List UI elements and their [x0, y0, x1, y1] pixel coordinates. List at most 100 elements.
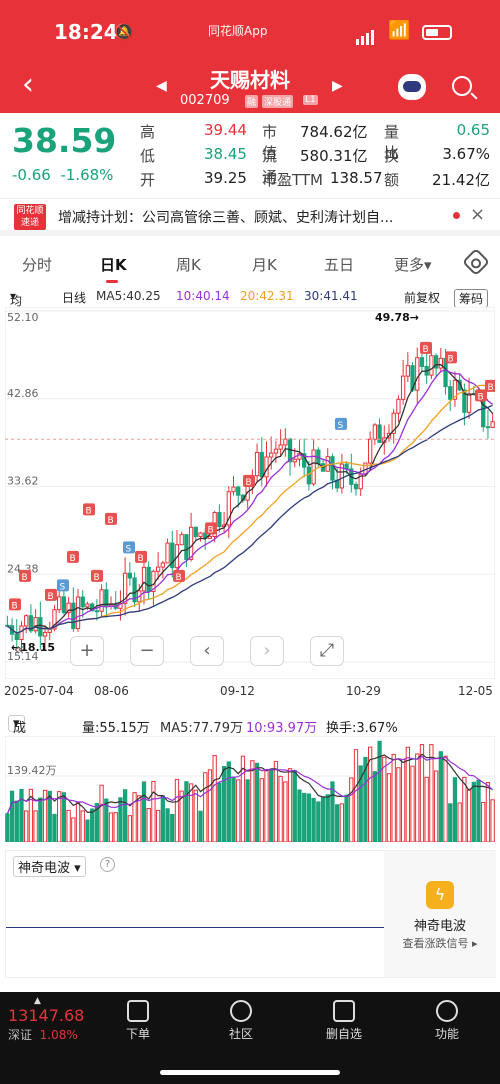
- candle-body: [71, 602, 76, 630]
- wave-promo[interactable]: ϟ 神奇电波 查看涨跌信号 ▸: [384, 851, 496, 977]
- signal-label: S: [60, 582, 66, 592]
- volume-bar: [57, 791, 62, 842]
- assistant-robot-icon[interactable]: [398, 74, 426, 100]
- volume-bar: [466, 789, 472, 842]
- volume-bar: [99, 784, 104, 842]
- volume-bar: [306, 793, 312, 842]
- nav-order[interactable]: 下单: [108, 1000, 168, 1042]
- zoom-in-button[interactable]: +: [70, 636, 104, 666]
- candle-body: [207, 536, 213, 539]
- ma5-value: MA5:40.25: [96, 289, 161, 303]
- zoom-out-button[interactable]: −: [130, 636, 164, 666]
- volume-bar: [160, 795, 165, 842]
- adjust-mode[interactable]: 前复权: [404, 291, 441, 305]
- candle-body: [94, 610, 100, 613]
- volume-bar: [476, 779, 481, 842]
- volume-bar: [264, 770, 269, 842]
- turnover-rate: 换手:3.67%: [326, 721, 398, 736]
- signal-badge: [243, 474, 255, 487]
- signal-label: B: [488, 383, 494, 393]
- next-stock-arrow-icon[interactable]: ▶: [332, 78, 343, 94]
- tab-intraday[interactable]: 分时: [22, 256, 53, 274]
- volume-bar: [335, 804, 340, 842]
- volume-bar: [382, 756, 387, 842]
- volume-bar: [250, 760, 255, 842]
- wifi-icon: 📶: [388, 20, 411, 41]
- volume-bar: [137, 795, 142, 842]
- signal-label: B: [94, 573, 100, 583]
- volume-bar: [287, 768, 293, 842]
- volume-bar: [269, 770, 274, 842]
- candle-body: [400, 375, 406, 400]
- volume-bar: [231, 776, 236, 842]
- volume-tick: 139.42万: [7, 764, 57, 777]
- expand-arrow-icon[interactable]: ▲: [34, 996, 41, 1006]
- volume-bar: [132, 792, 137, 842]
- volume-indicator-select[interactable]: 成交量 ▾: [8, 715, 26, 774]
- wave-indicator-select[interactable]: 神奇电波 ▾: [13, 856, 86, 877]
- tab-more[interactable]: 更多▾: [394, 256, 432, 274]
- candle-body: [28, 615, 34, 632]
- signal-label: B: [448, 354, 454, 364]
- volume-bar: [410, 765, 415, 842]
- news-text[interactable]: 增减持计划：公司高管徐三善、顾斌、史利涛计划自...: [58, 210, 394, 226]
- tab-five-day[interactable]: 五日: [324, 256, 355, 274]
- volume-bar: [141, 781, 147, 842]
- candle-body: [75, 596, 81, 630]
- news-banner[interactable]: 同花顺 速递 增减持计划：公司高管徐三善、顾斌、史利涛计划自... ×: [0, 198, 500, 236]
- settings-icon[interactable]: [461, 247, 491, 277]
- nav-functions[interactable]: 功能: [417, 1000, 477, 1042]
- fullscreen-button[interactable]: ⤢: [310, 636, 344, 666]
- volume-bar: [419, 744, 425, 842]
- close-icon[interactable]: ×: [470, 204, 486, 225]
- scroll-left-icon[interactable]: «: [13, 639, 25, 660]
- candle-body: [141, 566, 147, 592]
- volume-bar: [424, 776, 429, 842]
- volume-bar: [19, 788, 24, 842]
- tab-daily[interactable]: 日K: [100, 256, 127, 274]
- candle-body: [377, 424, 382, 443]
- volume-bar: [415, 753, 420, 842]
- nav-community[interactable]: 社区: [211, 1000, 271, 1042]
- quote-row-high: 高 39.44 市值 784.62亿 量比 0.65: [140, 121, 490, 162]
- chips-button[interactable]: 筹码: [454, 289, 489, 308]
- signal-icon: [356, 26, 376, 45]
- candle-body: [325, 456, 330, 472]
- help-icon[interactable]: ?: [100, 857, 115, 872]
- signal-badge: [91, 569, 103, 582]
- index-value[interactable]: 13147.68: [8, 1006, 85, 1025]
- prev-stock-arrow-icon[interactable]: ◀: [156, 78, 167, 94]
- signal-badge: [19, 569, 31, 582]
- volume-bar: [344, 794, 349, 842]
- candle-body: [231, 486, 236, 493]
- nav-remove-watchlist[interactable]: 删自选: [314, 1000, 374, 1042]
- volume-bar: [71, 817, 76, 842]
- tab-weekly[interactable]: 周K: [176, 256, 201, 274]
- signal-label: S: [126, 544, 132, 554]
- kline-chart[interactable]: 52.1042.8633.6224.3815.1449.78→←18.15BBB…: [5, 307, 495, 679]
- indicator-select[interactable]: 均线▾: [10, 289, 23, 325]
- candle-body: [396, 398, 401, 414]
- move-left-button[interactable]: ‹: [190, 636, 224, 666]
- candle-body: [165, 542, 170, 564]
- candle-body: [330, 456, 335, 481]
- volume-bar: [66, 809, 71, 842]
- volume-bar: [245, 779, 250, 842]
- move-right-button[interactable]: ›: [250, 636, 284, 666]
- volume-bar: [24, 810, 29, 842]
- volume-bar: [339, 803, 345, 842]
- tab-monthly[interactable]: 月K: [252, 256, 277, 274]
- candle-body: [485, 426, 491, 429]
- candle-body: [372, 424, 378, 440]
- volume-chart[interactable]: 139.42万: [5, 736, 495, 842]
- search-icon[interactable]: [452, 76, 472, 96]
- signal-label: S: [338, 421, 344, 431]
- y-tick-label: 15.14: [7, 650, 39, 663]
- wave-link[interactable]: 查看涨跌信号 ▸: [402, 937, 478, 950]
- volume-bar: [316, 801, 321, 842]
- volume-bar: [448, 803, 453, 842]
- back-button[interactable]: ‹: [22, 67, 34, 102]
- volume-bar: [443, 755, 448, 842]
- candle-body: [367, 438, 373, 464]
